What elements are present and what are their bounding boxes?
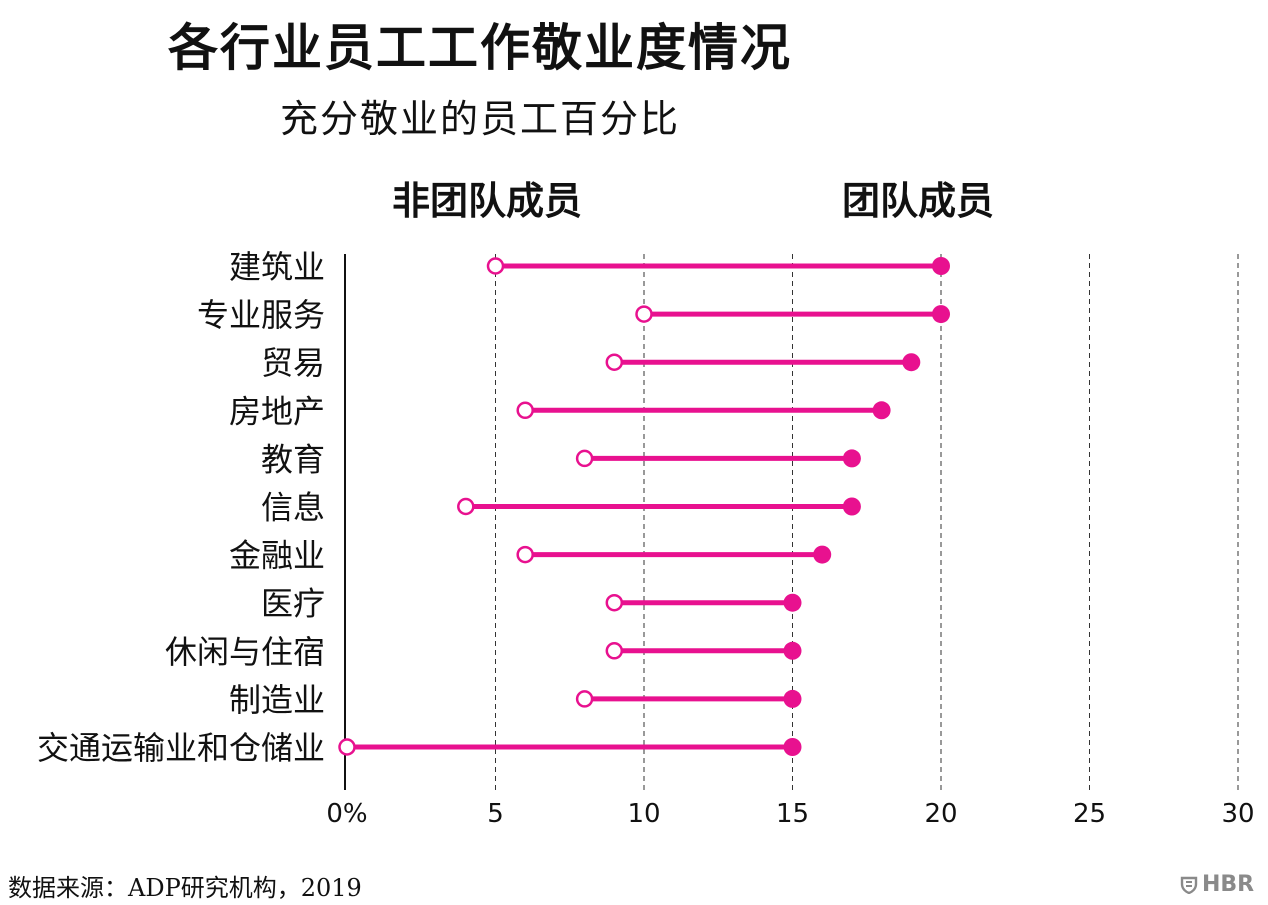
category-label: 休闲与住宿 — [165, 633, 325, 671]
non-team-point — [575, 449, 594, 468]
team-point — [932, 305, 950, 324]
non-team-point — [486, 257, 505, 275]
category-label: 交通运输业和仓储业 — [37, 729, 325, 767]
shield-icon — [1180, 876, 1198, 895]
x-tick-label: 25 — [1073, 799, 1106, 829]
x-tick-label: 20 — [924, 799, 957, 829]
non-team-point — [605, 593, 624, 612]
source-note: 数据来源：ADP研究机构，2019 — [8, 874, 362, 902]
non-team-point — [338, 738, 356, 756]
team-point — [872, 401, 891, 420]
chart-subtitle: 充分敬业的员工百分比 — [280, 97, 681, 141]
non-team-point — [457, 497, 475, 516]
category-label: 专业服务 — [197, 296, 325, 334]
team-point — [783, 689, 802, 708]
logo-text: HBR — [1202, 872, 1255, 897]
team-point — [842, 449, 861, 468]
category-label: 信息 — [261, 489, 325, 527]
category-label: 房地产 — [229, 392, 325, 430]
chart-title: 各行业员工工作敬业度情况 — [168, 18, 792, 77]
dumbbell-chart: 0% 5 10 15 20 25 30 建筑业专业服务贸易房地产教育信息金融业医疗休闲与住宿制… — [37, 248, 1255, 829]
category-label: 建筑业 — [229, 248, 325, 286]
x-tick-label: 5 — [487, 799, 504, 829]
x-tick-label: 15 — [776, 799, 809, 829]
non-team-point — [575, 690, 594, 708]
category-label: 制造业 — [229, 681, 325, 719]
team-point — [813, 545, 832, 564]
team-point — [902, 353, 921, 372]
category-label: 贸易 — [261, 344, 325, 382]
non-team-point — [605, 353, 624, 371]
non-team-point — [516, 545, 534, 564]
team-point — [842, 497, 861, 516]
non-team-point — [516, 401, 534, 420]
category-label: 医疗 — [261, 585, 325, 623]
x-tick-label: 0% — [326, 799, 367, 829]
x-tick-label: 30 — [1221, 799, 1254, 829]
legend-non-team: 非团队成员 — [392, 178, 583, 223]
team-point — [932, 257, 950, 275]
team-point — [783, 593, 802, 612]
x-tick-label: 10 — [627, 799, 660, 829]
team-point — [783, 738, 802, 756]
category-label: 金融业 — [229, 537, 325, 575]
non-team-point — [605, 642, 624, 660]
category-label: 教育 — [261, 440, 325, 478]
hbr-logo: HBR — [1180, 872, 1254, 897]
legend-team: 团队成员 — [842, 178, 995, 223]
team-point — [783, 641, 802, 660]
non-team-point — [635, 305, 653, 323]
